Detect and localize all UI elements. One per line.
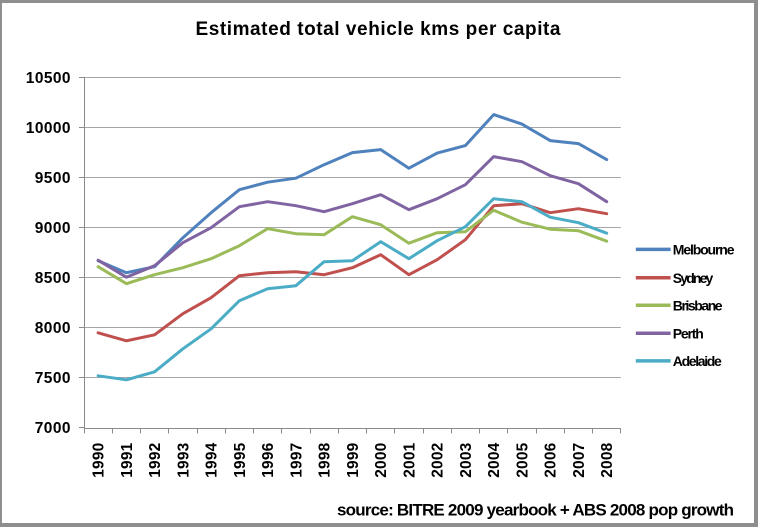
svg-text:1999: 1999	[345, 442, 362, 477]
svg-text:2001: 2001	[401, 442, 418, 477]
svg-text:2007: 2007	[571, 443, 588, 478]
svg-text:Melbourne: Melbourne	[673, 242, 735, 258]
svg-text:1991: 1991	[119, 442, 136, 477]
svg-text:1995: 1995	[232, 442, 249, 477]
svg-text:1992: 1992	[147, 443, 164, 478]
svg-text:Estimated total vehicle kms pe: Estimated total vehicle kms per capita	[196, 19, 561, 40]
svg-text:2006: 2006	[543, 442, 560, 477]
svg-text:7500: 7500	[35, 370, 71, 387]
svg-text:9500: 9500	[35, 170, 71, 187]
svg-text:1993: 1993	[175, 442, 192, 477]
svg-text:9000: 9000	[35, 220, 71, 237]
svg-text:10500: 10500	[26, 70, 71, 87]
svg-text:1990: 1990	[91, 443, 108, 478]
svg-text:1998: 1998	[317, 442, 334, 477]
svg-text:2008: 2008	[599, 442, 616, 477]
svg-text:2000: 2000	[373, 443, 390, 478]
svg-text:2005: 2005	[514, 442, 531, 477]
svg-text:Adelaide: Adelaide	[673, 353, 722, 369]
svg-text:Brisbane: Brisbane	[673, 297, 723, 313]
svg-text:2002: 2002	[430, 443, 447, 478]
svg-text:10000: 10000	[26, 120, 71, 137]
svg-text:7000: 7000	[35, 420, 71, 437]
svg-text:Sydney: Sydney	[673, 270, 714, 286]
svg-text:8500: 8500	[35, 270, 71, 287]
svg-text:1997: 1997	[288, 443, 305, 478]
svg-text:8000: 8000	[35, 320, 71, 337]
svg-text:1994: 1994	[204, 442, 221, 477]
svg-text:2003: 2003	[458, 442, 475, 477]
svg-text:1996: 1996	[260, 442, 277, 477]
svg-text:2004: 2004	[486, 442, 503, 477]
svg-text:source: BITRE 2009 yearbook +: source: BITRE 2009 yearbook + ABS 2008 p…	[337, 501, 734, 520]
svg-text:Perth: Perth	[673, 325, 704, 341]
